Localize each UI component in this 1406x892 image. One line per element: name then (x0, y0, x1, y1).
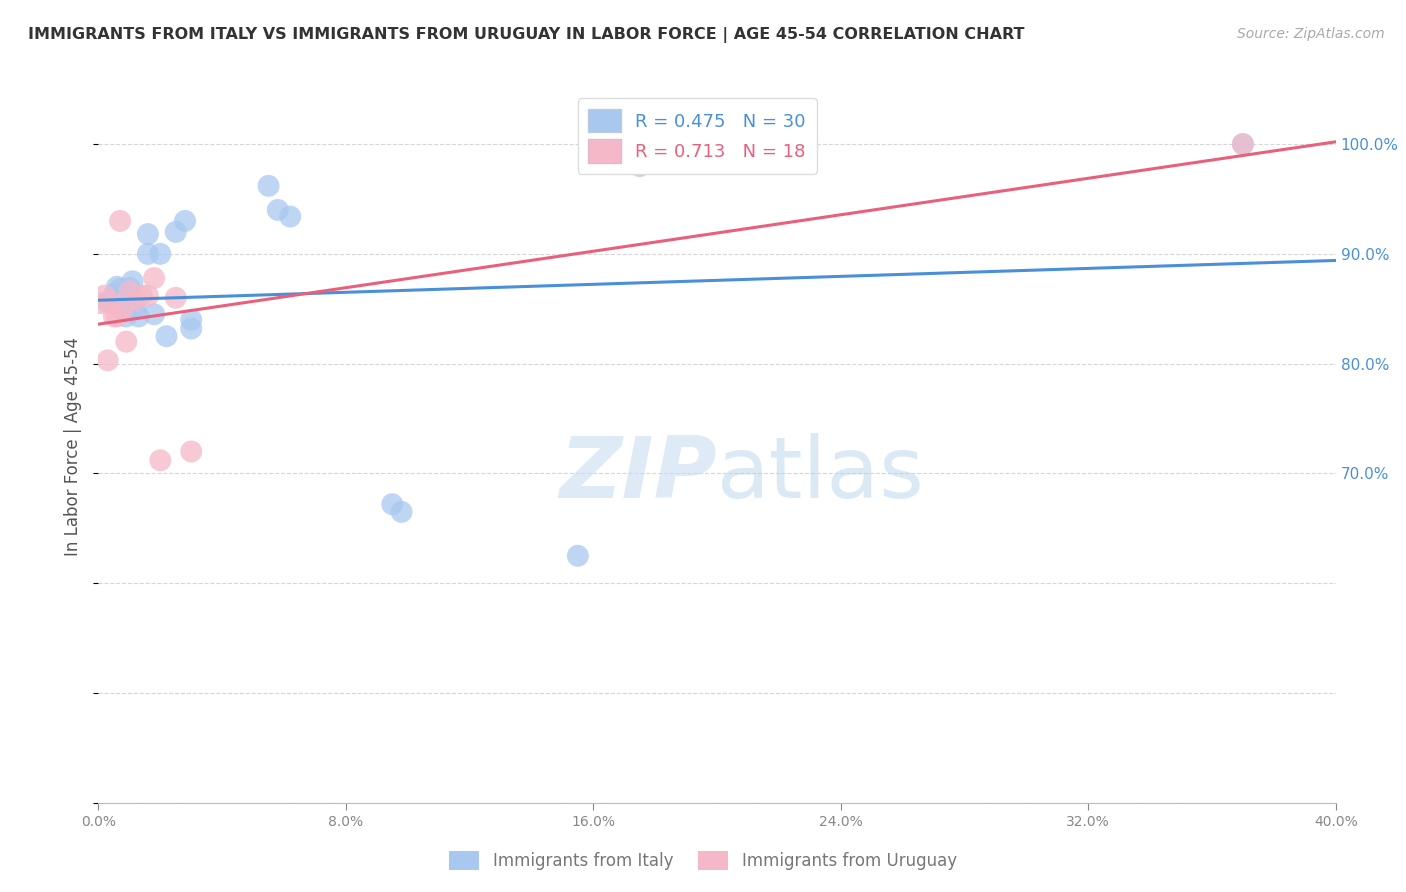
Immigrants from Uruguay (118, 284, 141, 298)
Immigrants from Uruguay (93, 288, 115, 302)
Immigrants from Italy (381, 497, 404, 511)
Immigrants from Uruguay (105, 310, 128, 324)
Immigrants from Uruguay (143, 271, 166, 285)
Immigrants from Italy (136, 227, 159, 241)
Immigrants from Italy (108, 282, 131, 296)
Legend: Immigrants from Italy, Immigrants from Uruguay: Immigrants from Italy, Immigrants from U… (443, 844, 963, 877)
Immigrants from Uruguay (115, 334, 138, 349)
Immigrants from Uruguay (180, 444, 202, 458)
Immigrants from Italy (105, 280, 128, 294)
Immigrants from Italy (103, 296, 125, 310)
Immigrants from Italy (267, 202, 290, 217)
Immigrants from Uruguay (149, 453, 172, 467)
Text: atlas: atlas (717, 433, 925, 516)
Immigrants from Uruguay (131, 288, 153, 302)
Immigrants from Italy (136, 247, 159, 261)
Immigrants from Uruguay (103, 310, 125, 324)
Immigrants from Italy (112, 288, 135, 302)
Immigrants from Uruguay (136, 288, 159, 302)
Immigrants from Italy (180, 321, 202, 335)
Immigrants from Italy (103, 287, 125, 301)
Immigrants from Italy (180, 312, 202, 326)
Immigrants from Italy (128, 310, 150, 324)
Y-axis label: In Labor Force | Age 45-54: In Labor Force | Age 45-54 (65, 336, 83, 556)
Legend: R = 0.475   N = 30, R = 0.713   N = 18: R = 0.475 N = 30, R = 0.713 N = 18 (578, 98, 817, 174)
Immigrants from Italy (278, 210, 301, 224)
Immigrants from Italy (97, 295, 120, 310)
Text: Source: ZipAtlas.com: Source: ZipAtlas.com (1237, 27, 1385, 41)
Immigrants from Italy (165, 225, 187, 239)
Text: IMMIGRANTS FROM ITALY VS IMMIGRANTS FROM URUGUAY IN LABOR FORCE | AGE 45-54 CORR: IMMIGRANTS FROM ITALY VS IMMIGRANTS FROM… (28, 27, 1025, 43)
Immigrants from Uruguay (100, 295, 122, 310)
Immigrants from Italy (115, 292, 138, 306)
Immigrants from Uruguay (97, 353, 120, 368)
Immigrants from Uruguay (112, 301, 135, 316)
Immigrants from Italy (174, 214, 197, 228)
Immigrants from Italy (121, 274, 143, 288)
Immigrants from Italy (567, 549, 589, 563)
Immigrants from Italy (391, 505, 413, 519)
Immigrants from Italy (149, 247, 172, 261)
Immigrants from Italy (115, 310, 138, 324)
Immigrants from Uruguay (90, 296, 112, 310)
Immigrants from Italy (124, 301, 146, 316)
Immigrants from Italy (628, 159, 651, 173)
Text: ZIP: ZIP (560, 433, 717, 516)
Immigrants from Uruguay (124, 293, 146, 307)
Immigrants from Italy (1232, 137, 1254, 152)
Immigrants from Uruguay (1232, 137, 1254, 152)
Immigrants from Italy (155, 329, 177, 343)
Immigrants from Italy (257, 178, 280, 193)
Immigrants from Italy (112, 294, 135, 309)
Immigrants from Uruguay (165, 291, 187, 305)
Immigrants from Uruguay (108, 214, 131, 228)
Immigrants from Italy (143, 307, 166, 321)
Immigrants from Italy (118, 281, 141, 295)
